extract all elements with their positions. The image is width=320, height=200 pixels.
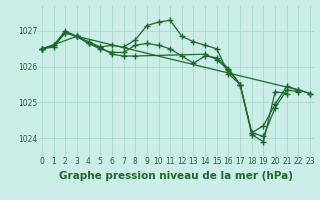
X-axis label: Graphe pression niveau de la mer (hPa): Graphe pression niveau de la mer (hPa) — [59, 171, 293, 181]
